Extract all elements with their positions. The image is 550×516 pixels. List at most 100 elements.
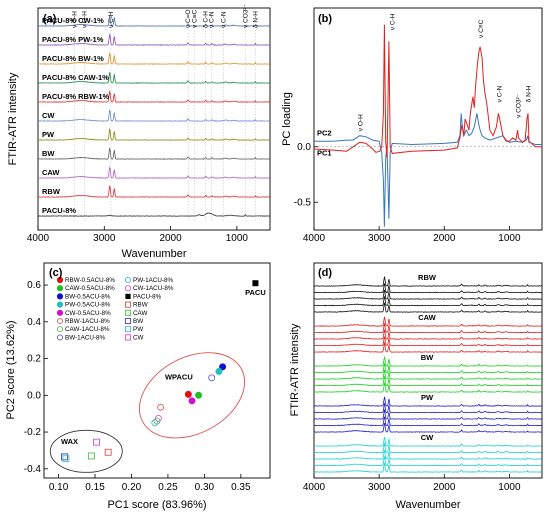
panel-c-legend-marker-3 <box>56 301 64 308</box>
panel-a-xlabel: Wavenumber <box>121 248 186 260</box>
panel-c-point-5-0 <box>157 403 165 411</box>
panel-c-label: (c) <box>49 267 63 279</box>
panel-a: PACU-8% RBW CAW BW PW CW PACU-8% RBW-1% PACU-8%… <box>7 3 271 260</box>
panel-c-point-13-0 <box>60 453 68 461</box>
panel-c-xtick-label-1: 0.15 <box>85 482 105 493</box>
panel-c-legend-label-11: RBW <box>133 302 148 309</box>
panel-c-legend-marker-11 <box>124 301 132 308</box>
panel-c-frame <box>43 262 271 479</box>
panel-a-spectrum-0 <box>38 212 271 217</box>
panel-c-group-wax: WAX <box>61 437 78 446</box>
panel-c-legend-label-1: CAW-0.5ACU-8% <box>65 285 115 292</box>
panel-b: ν C-H ν O-H ν C≡C ν C-N ν CO3²⁻δ N-H PC1 PC2 4… <box>281 7 543 244</box>
panel-c-legend-label-2: BW-0.5ACU-8% <box>65 293 111 300</box>
panel-c-legend-label-15: CW <box>133 334 144 341</box>
panel-c-group-pacu: PACU <box>245 288 266 297</box>
panel-a-band-label-2: ν C-H <box>108 11 115 28</box>
panel-c-legend-marker-10 <box>125 293 131 299</box>
panel-c-ytick-label-0: 0.6 <box>27 280 41 291</box>
panel-c-xtick-label-4: 0.30 <box>195 482 215 493</box>
panel-d-group-label-3: PW <box>421 393 434 402</box>
panel-c-legend-label-5: RBW-1ACU-8% <box>65 318 110 325</box>
panel-a-spectrum-3 <box>37 147 270 160</box>
panel-c-point-2-0 <box>219 363 227 371</box>
panel-b-annot-cc: ν C≡C <box>478 19 485 38</box>
panel-b-annot-pc2: PC2 <box>317 129 332 138</box>
panel-c-ytick-label-1: 0.4 <box>27 317 41 328</box>
panel-c-ytick-label-3: 0.0 <box>27 390 41 401</box>
panel-c-xtick-label-0: 0.10 <box>49 482 69 493</box>
panel-a-band-label-4: ν C≡C <box>191 9 198 28</box>
panel-d-spectrum-1-2 <box>313 328 542 340</box>
panel-a-band-label-5: δ C-H <box>203 11 210 28</box>
panel-a-series-label-5: CW <box>42 111 55 120</box>
panel-c-point-0-0 <box>184 390 192 398</box>
panel-d-spectrum-1-4 <box>313 341 542 353</box>
wax-cluster-ellipse <box>49 429 123 473</box>
panel-c-point-3-0 <box>215 367 223 375</box>
panel-c: RBW-0.5ACU-8%CAW-0.5ACU-8%BW-0.5ACU-8% PW… <box>5 262 271 511</box>
panel-b-xtick-label-3: 1000 <box>498 233 521 244</box>
panel-a-series-label-9: PACU-8% PW-1% <box>42 35 104 44</box>
panel-a-band-label-8: ν CO3²⁻ <box>242 3 249 28</box>
panel-c-point-15-0 <box>93 438 100 446</box>
panel-c-legend-label-4: CW-0.5ACU-8% <box>65 310 111 317</box>
panel-a-spectrum-2 <box>38 166 270 179</box>
panel-d-spectrum-4-2 <box>313 449 542 460</box>
panel-c-point-9-0 <box>155 414 162 422</box>
panel-d-group-label-2: BW <box>421 353 434 362</box>
panel-d-label: (d) <box>318 267 332 279</box>
panel-b-xtick-label-1: 3000 <box>368 233 391 244</box>
panel-a-series-label-4: PW <box>42 130 55 139</box>
panel-b-frame <box>313 7 543 231</box>
panel-c-legend-marker-2 <box>56 293 64 300</box>
panel-d-spectrum-0-1 <box>313 283 542 294</box>
panel-a-xtick-label-2: 2000 <box>159 233 182 244</box>
panel-a-band-label-0: ν O-H <box>71 11 78 28</box>
panel-a-xtick-label-1: 3000 <box>93 233 116 244</box>
panel-b-annot-nh: δ N-H <box>526 85 533 102</box>
panel-a-spectrum-5 <box>38 109 271 122</box>
panel-a-series-label-8: PACU-8% BW-1% <box>42 54 104 63</box>
panel-d-xlabel: Wavenumber <box>395 499 460 511</box>
panel-d-spectrum-1-0 <box>313 315 542 327</box>
panel-c-point-8-0 <box>151 419 159 427</box>
panel-b-annot-co3: ν CO3²⁻ <box>516 93 523 118</box>
panel-d: RBW CAW BW PW CW 4000 3000 2000 1000 (d) Wavenu… <box>289 262 543 511</box>
panel-a-band-label-6: ν C-N <box>209 11 216 28</box>
panel-b-ylabel: PC loading <box>281 92 293 146</box>
panel-a-ylabel: FTIR-ATR intensity <box>7 72 19 165</box>
panel-a-spectrum-6 <box>37 90 270 103</box>
panel-d-spectrum-4-3 <box>313 455 542 467</box>
panel-d-spectrum-3-1 <box>314 402 542 414</box>
panel-a-label: (a) <box>43 13 57 25</box>
panel-d-xtick-label-2: 2000 <box>433 482 456 493</box>
panel-d-group-label-1: CAW <box>418 313 436 322</box>
panel-d-group-label-4: CW <box>421 433 434 442</box>
panel-c-xtick-label-3: 0.25 <box>158 482 178 493</box>
panel-c-legend-marker-4 <box>56 309 64 316</box>
panel-d-ylabel: FTIR-ATR intensity <box>289 323 301 416</box>
panel-c-xtick-label-5: 0.35 <box>231 482 251 493</box>
panel-c-group-wpacu: WPACU <box>165 373 193 382</box>
panel-d-spectrum-2-2 <box>313 369 542 380</box>
panel-d-spectrum-1-1 <box>313 322 542 334</box>
panel-b-xtick-label-2: 2000 <box>433 233 456 244</box>
panel-c-ytick-label-4: -0.2 <box>24 427 42 438</box>
panel-b-line-pc2 <box>314 113 542 227</box>
panel-d-spectrum-2-4 <box>313 381 542 393</box>
panel-a-series-label-3: BW <box>42 149 55 158</box>
panel-a-spectrum-7 <box>37 71 270 84</box>
panel-d-spectrum-2-1 <box>313 363 542 374</box>
panel-b-line-pc1 <box>313 24 542 158</box>
panel-c-legend-label-9: CW-1ACU-8% <box>133 285 174 292</box>
panel-c-legend-marker-6 <box>56 326 64 333</box>
panel-d-spectrum-3-0 <box>314 395 542 407</box>
panel-d-xtick-label-1: 3000 <box>368 482 391 493</box>
panel-a-spectrum-4 <box>37 127 270 141</box>
panel-b-annot-ch: ν C-H <box>390 13 397 30</box>
panel-d-spectrum-3-4 <box>314 422 542 433</box>
panel-c-legend-marker-12 <box>124 309 132 316</box>
panel-d-spectrum-1-3 <box>313 336 542 347</box>
panel-d-spectrum-0-2 <box>313 289 542 300</box>
